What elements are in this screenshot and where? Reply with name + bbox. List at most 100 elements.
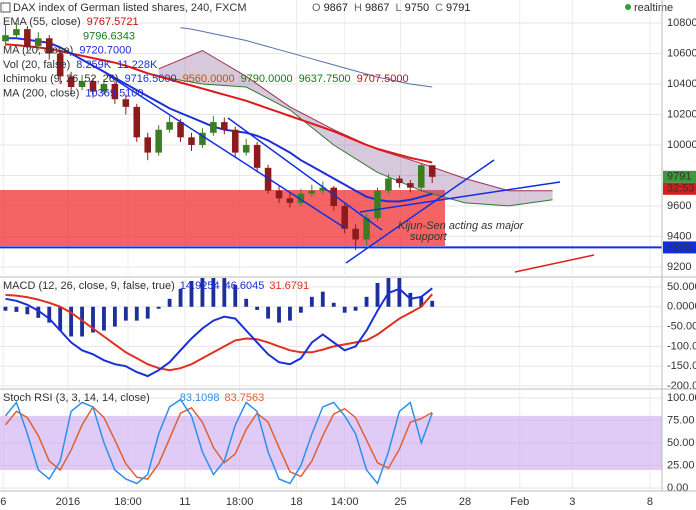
- histogram-bar: [112, 306, 117, 327]
- histogram-bar: [211, 278, 216, 307]
- highlight-zone: [0, 190, 445, 246]
- histogram-bar: [309, 296, 314, 307]
- annotation: support: [410, 231, 448, 243]
- y-tick-label: 10600: [667, 47, 696, 59]
- y-tick-label: 25.00: [667, 459, 695, 471]
- candle-body: [133, 106, 141, 138]
- histogram-bar: [3, 306, 8, 311]
- y-tick-label: 0.0000: [667, 301, 696, 313]
- legend-value: 9707.5000: [357, 73, 409, 85]
- level-tag-label: 9328: [667, 241, 691, 253]
- histogram-bar: [386, 278, 391, 307]
- candle-body: [177, 122, 184, 138]
- histogram-bar: [331, 302, 336, 307]
- histogram-bar: [266, 306, 270, 319]
- legend-value: 9560.0000: [183, 73, 235, 85]
- y-tick-label: 50.00: [667, 437, 695, 449]
- histogram-bar: [397, 278, 402, 307]
- x-tick-label: 6: [0, 496, 6, 508]
- candle-body: [330, 187, 338, 206]
- histogram-bar: [145, 306, 150, 319]
- candle-body: [100, 83, 108, 92]
- stoch-panel: [0, 398, 662, 486]
- x-tick-label: 2016: [56, 496, 80, 508]
- candle-body: [89, 80, 97, 92]
- price-tag-label: 9791: [667, 171, 691, 183]
- candle-body: [122, 99, 130, 107]
- candle-body: [56, 53, 64, 77]
- candle-body: [297, 193, 305, 203]
- candle-body: [221, 122, 228, 130]
- legend-value: 9720.7000: [79, 45, 131, 57]
- legend-value: 83.1098: [180, 392, 220, 404]
- candle-body: [242, 144, 250, 153]
- histogram-bar: [364, 296, 369, 307]
- histogram-bar: [277, 306, 281, 323]
- moving-average: [180, 27, 433, 88]
- signal-line: [5, 293, 433, 372]
- y-tick-label: 10400: [667, 78, 696, 90]
- histogram-bar: [222, 278, 227, 307]
- candle-body: [78, 80, 86, 88]
- legend-value: 9637.7500: [299, 73, 351, 85]
- candle-body: [24, 29, 31, 46]
- ohlc-value: 9867: [324, 2, 348, 14]
- y-tick-label: 100.00: [667, 392, 696, 404]
- legend-name: Ichimoku (9, 26, 52, 26): [3, 73, 119, 85]
- legend-name: EMA (55, close): [3, 16, 81, 28]
- histogram-bar: [189, 280, 194, 307]
- countdown-tag: [663, 182, 696, 195]
- legend-value: 9790.0000: [241, 73, 293, 85]
- candle-body: [199, 132, 206, 145]
- legend-name: MA (20, close): [3, 45, 73, 57]
- trend-line: [514, 254, 595, 273]
- macd-line: [5, 287, 433, 378]
- y-tick-label: 9200: [667, 261, 691, 273]
- drawings: [107, 74, 595, 273]
- collapse-icon[interactable]: [0, 2, 11, 13]
- trend-line: [345, 159, 495, 264]
- countdown-label: 32:53: [667, 183, 695, 195]
- histogram-bar: [353, 306, 358, 311]
- candle-body: [45, 38, 53, 54]
- x-tick-label: 28: [459, 496, 471, 508]
- x-tick-label: 8: [647, 496, 653, 508]
- histogram-bar: [430, 300, 435, 307]
- histogram-bar: [58, 306, 63, 331]
- legend-value: 46.6045: [225, 280, 265, 292]
- realtime-label: realtime: [634, 2, 673, 14]
- candle-body: [396, 178, 403, 184]
- x-tick-label: 14:00: [331, 496, 359, 508]
- legend-entry: Ichimoku (9, 26, 52, 26) 9716.5000 9560.00…: [3, 73, 409, 85]
- legend-name: Vol (20, false): [3, 59, 70, 71]
- y-tick-label: -100.0000: [667, 340, 696, 352]
- histogram-bar: [298, 306, 303, 313]
- histogram-bar: [200, 278, 205, 307]
- candle-body: [253, 144, 261, 168]
- candle-body: [166, 122, 173, 130]
- ohlc-label: H: [354, 2, 362, 14]
- level-tag: [663, 241, 696, 254]
- histogram-bar: [47, 306, 52, 323]
- realtime-dot: [625, 4, 631, 10]
- histogram-bar: [156, 306, 161, 309]
- y-tick-label: 10200: [667, 108, 696, 120]
- histogram-bar: [25, 306, 30, 315]
- y-tick-label: 9400: [667, 230, 691, 242]
- y-tick-label: -150.0000: [667, 360, 696, 372]
- candle-body: [341, 205, 348, 229]
- legend-entry: 9796.6343: [83, 30, 135, 42]
- legend-value: 9767.5721: [87, 16, 139, 28]
- ohlc-value: 9867: [365, 2, 389, 14]
- x-tick-label: 18:00: [114, 496, 142, 508]
- legend-value: 9796.6343: [83, 30, 135, 42]
- stoch-d: [4, 405, 433, 480]
- candle-body: [13, 29, 20, 36]
- candle-body: [428, 165, 436, 177]
- candle-body: [210, 122, 217, 133]
- price-panel: [0, 23, 662, 251]
- histogram-bar: [123, 306, 128, 321]
